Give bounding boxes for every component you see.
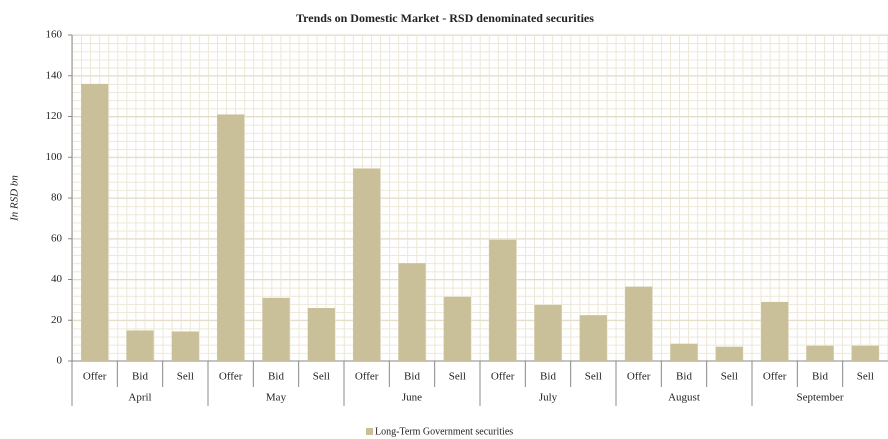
x-tick-label: Sell bbox=[449, 371, 466, 383]
y-tick-label: 80 bbox=[51, 192, 63, 204]
chart-title: Trends on Domestic Market - RSD denomina… bbox=[296, 11, 594, 25]
bar bbox=[171, 331, 199, 361]
x-tick-label: Sell bbox=[857, 371, 874, 383]
bar bbox=[307, 308, 335, 361]
x-tick-label: Offer bbox=[491, 371, 515, 383]
y-tick-label: 60 bbox=[51, 232, 63, 244]
bar bbox=[806, 345, 834, 361]
y-tick-label: 0 bbox=[57, 355, 63, 367]
bar bbox=[262, 297, 290, 361]
bar bbox=[217, 114, 245, 362]
bar bbox=[851, 345, 879, 361]
x-tick-label: Sell bbox=[585, 371, 602, 383]
y-tick-label: 160 bbox=[46, 29, 63, 41]
y-tick-label: 120 bbox=[46, 110, 63, 122]
x-tick-label: Offer bbox=[83, 371, 107, 383]
legend-swatch bbox=[366, 428, 373, 435]
x-tick-label: Sell bbox=[313, 371, 330, 383]
x-tick-label: Bid bbox=[268, 371, 284, 383]
bar bbox=[443, 296, 471, 361]
y-tick-label: 40 bbox=[51, 273, 63, 285]
group-label: May bbox=[266, 392, 287, 404]
bar bbox=[398, 263, 426, 361]
x-tick-label: Bid bbox=[812, 371, 828, 383]
x-tick-label: Bid bbox=[404, 371, 420, 383]
x-tick-label: Offer bbox=[219, 371, 243, 383]
group-label: September bbox=[796, 392, 843, 404]
group-label: July bbox=[539, 392, 558, 404]
bar bbox=[534, 304, 562, 361]
x-tick-label: Sell bbox=[721, 371, 738, 383]
x-tick-label: Bid bbox=[540, 371, 556, 383]
bar bbox=[489, 239, 517, 361]
y-tick-label: 140 bbox=[46, 69, 63, 81]
y-tick-label: 20 bbox=[51, 314, 63, 326]
bar bbox=[81, 83, 109, 362]
x-tick-label: Offer bbox=[763, 371, 787, 383]
x-tick-label: Sell bbox=[177, 371, 194, 383]
x-tick-label: Bid bbox=[676, 371, 692, 383]
x-tick-label: Offer bbox=[355, 371, 379, 383]
group-label: June bbox=[402, 392, 422, 404]
bar bbox=[353, 168, 381, 361]
legend-label: Long-Term Government securities bbox=[375, 426, 513, 437]
x-tick-label: Bid bbox=[132, 371, 148, 383]
bar bbox=[761, 301, 789, 361]
y-axis-label: In RSD bn bbox=[9, 175, 21, 222]
bar bbox=[625, 286, 653, 361]
x-tick-label: Offer bbox=[627, 371, 651, 383]
bar bbox=[126, 330, 154, 361]
bar bbox=[579, 315, 607, 361]
y-tick-label: 100 bbox=[46, 151, 63, 163]
bar bbox=[670, 343, 698, 361]
group-label: April bbox=[128, 392, 151, 404]
group-label: August bbox=[668, 392, 700, 404]
bar bbox=[715, 346, 743, 361]
